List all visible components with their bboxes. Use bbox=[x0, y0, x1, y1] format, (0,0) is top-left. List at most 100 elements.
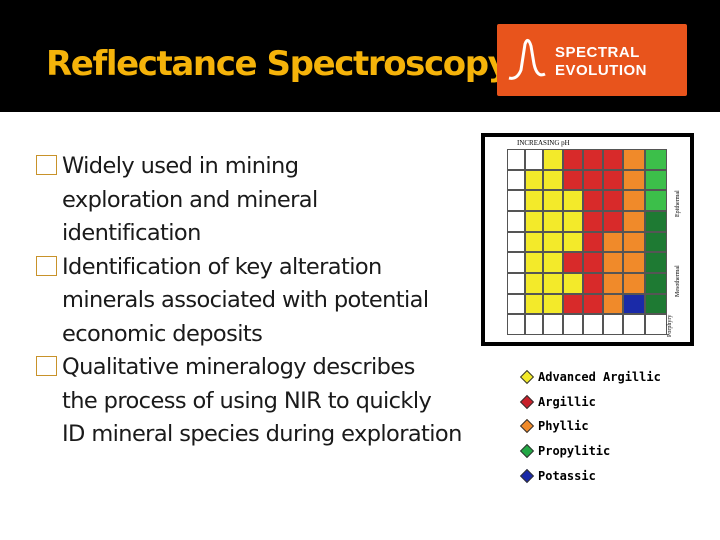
side-label: Epithermal bbox=[675, 190, 681, 217]
diamond-icon bbox=[519, 468, 535, 483]
chart-cell bbox=[525, 211, 543, 232]
chart-cell bbox=[645, 273, 667, 294]
chart-cell bbox=[563, 190, 583, 211]
bullet-line: identification bbox=[62, 220, 201, 246]
chart-cell bbox=[543, 169, 563, 191]
chart-cell bbox=[583, 149, 603, 170]
chart-cell bbox=[623, 231, 645, 253]
chart-cell bbox=[623, 273, 645, 294]
legend-item: Potassic bbox=[519, 463, 661, 488]
chart-cell bbox=[563, 273, 583, 294]
legend-item: Argillic bbox=[519, 390, 661, 415]
chart-cell bbox=[543, 314, 563, 335]
chart-cell bbox=[563, 149, 583, 170]
chart-cell bbox=[645, 149, 667, 170]
chart-cell bbox=[623, 169, 645, 191]
chart-cell bbox=[603, 273, 623, 294]
chart-cell bbox=[603, 314, 623, 335]
chart-cell bbox=[543, 231, 563, 253]
bullet-marker bbox=[36, 356, 57, 376]
chart-header-label: INCREASING pH bbox=[517, 139, 570, 147]
chart-cell bbox=[583, 273, 603, 294]
chart-cell bbox=[623, 190, 645, 211]
chart-cell bbox=[583, 231, 603, 253]
bullet-line: exploration and mineral bbox=[62, 186, 318, 213]
legend-label: Potassic bbox=[538, 468, 596, 483]
chart-cell bbox=[603, 149, 623, 170]
logo-text-line2: EVOLUTION bbox=[555, 62, 648, 79]
bullet-line: minerals associated with potential bbox=[62, 287, 429, 313]
legend-item: Phyllic bbox=[519, 414, 661, 439]
legend-label: Phyllic bbox=[538, 419, 589, 434]
chart-cell bbox=[563, 293, 583, 315]
chart-cell bbox=[623, 252, 645, 273]
chart-cell bbox=[603, 293, 623, 315]
chart-cell bbox=[525, 252, 543, 273]
chart-cell bbox=[583, 252, 603, 273]
chart-cell bbox=[645, 314, 667, 335]
chart-cell bbox=[603, 190, 623, 211]
bullet-item: Qualitative mineralogy describes the pro… bbox=[36, 351, 506, 452]
chart-cell bbox=[507, 149, 525, 170]
legend-item: Advanced Argillic bbox=[519, 365, 661, 390]
chart-cell bbox=[563, 231, 583, 253]
bullet-marker bbox=[36, 155, 57, 175]
bullet-line: Qualitative mineralogy describes bbox=[62, 354, 415, 380]
chart-cell bbox=[543, 273, 563, 294]
chart-cell bbox=[543, 293, 563, 315]
chart-cell bbox=[543, 211, 563, 232]
chart-cell bbox=[525, 314, 543, 335]
chart-cell bbox=[603, 211, 623, 232]
bullet-line: ID mineral species during exploration bbox=[62, 421, 462, 447]
chart-cell bbox=[645, 190, 667, 211]
chart-cell bbox=[583, 314, 603, 335]
chart-cell bbox=[507, 169, 525, 191]
legend-label: Propylitic bbox=[538, 444, 611, 459]
chart-cell bbox=[563, 252, 583, 273]
chart-cell bbox=[583, 190, 603, 211]
legend-item: Propylitic bbox=[519, 439, 661, 464]
diamond-icon bbox=[519, 419, 535, 434]
chart-cell bbox=[563, 211, 583, 232]
alteration-legend: Advanced Argillic Argillic Phyllic Propy… bbox=[519, 365, 661, 488]
bullet-list: Widely used in mining exploration and mi… bbox=[36, 150, 506, 452]
chart-cell bbox=[507, 252, 525, 273]
chart-cell bbox=[563, 169, 583, 191]
chart-cell bbox=[623, 314, 645, 335]
logo-text-line1: SPECTRAL bbox=[555, 44, 640, 61]
chart-cell bbox=[507, 190, 525, 211]
bullet-line: Widely used in mining bbox=[62, 153, 299, 179]
legend-label: Argillic bbox=[538, 394, 596, 409]
side-label: Porphyry bbox=[667, 314, 673, 337]
chart-cell bbox=[583, 293, 603, 315]
chart-cell bbox=[645, 231, 667, 253]
chart-cell bbox=[583, 169, 603, 191]
chart-cell bbox=[525, 190, 543, 211]
chart-cell bbox=[525, 273, 543, 294]
chart-cell bbox=[543, 190, 563, 211]
chart-cell bbox=[645, 169, 667, 191]
chart-cell bbox=[525, 293, 543, 315]
chart-cell bbox=[603, 252, 623, 273]
chart-cell bbox=[623, 293, 645, 315]
chart-cell bbox=[645, 293, 667, 315]
chart-cell bbox=[507, 293, 525, 315]
alteration-mineral-chart: INCREASING pH Epithermal Mesothermal Por… bbox=[481, 133, 694, 346]
bullet-marker bbox=[36, 255, 57, 276]
waveform-icon bbox=[508, 39, 546, 80]
side-label: Mesothermal bbox=[675, 265, 681, 297]
chart-cell bbox=[563, 314, 583, 335]
chart-cell bbox=[507, 211, 525, 232]
spectral-evolution-logo: SPECTRAL EVOLUTION bbox=[497, 24, 687, 96]
bullet-item: Identification of key alteration mineral… bbox=[36, 251, 506, 352]
chart-cell bbox=[507, 231, 525, 253]
chart-cell bbox=[525, 149, 543, 170]
mineral-grid bbox=[507, 149, 667, 335]
bullet-line: the process of using NIR to quickly bbox=[62, 387, 432, 414]
bullet-line: Identification of key alteration bbox=[62, 253, 382, 280]
legend-label: Advanced Argillic bbox=[538, 370, 661, 385]
chart-cell bbox=[525, 231, 543, 253]
diamond-icon bbox=[519, 444, 535, 459]
chart-cell bbox=[507, 314, 525, 335]
diamond-icon bbox=[519, 370, 535, 385]
